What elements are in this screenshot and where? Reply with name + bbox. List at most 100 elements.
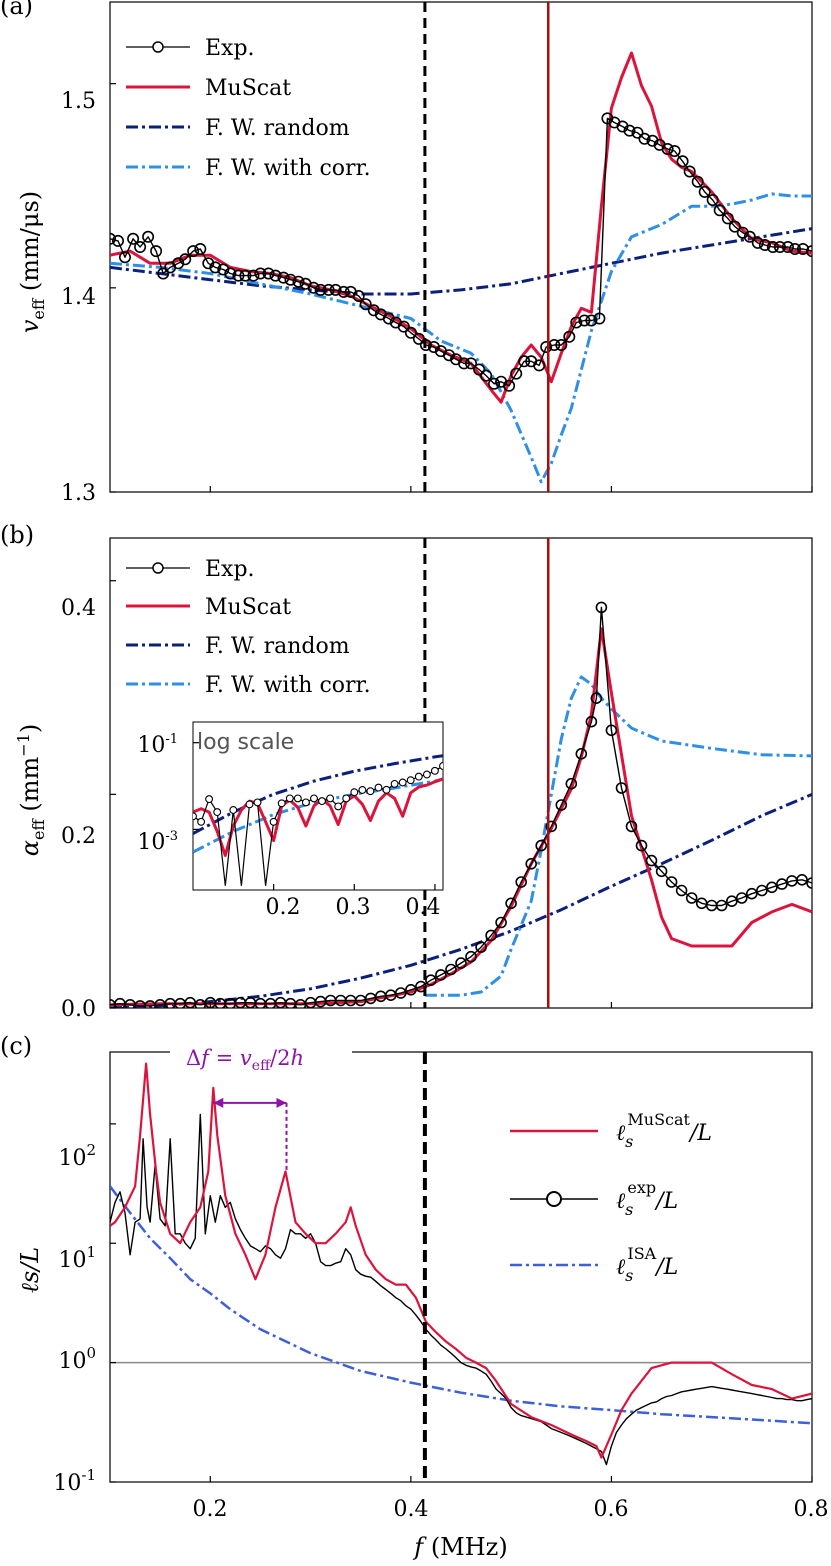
panel-b bbox=[109, 537, 813, 1009]
annotation-bg bbox=[170, 1042, 352, 1072]
legend-c-exp-tail: /L bbox=[654, 1189, 678, 1214]
inset-ytick-2: 10-3 bbox=[137, 829, 178, 855]
inset-frame bbox=[192, 721, 444, 891]
series-exp-point bbox=[277, 271, 290, 284]
series-exp-point bbox=[503, 379, 516, 392]
inset-ytick-2-exp: -3 bbox=[165, 829, 178, 844]
panel-a-ytick-1: 1.3 bbox=[61, 481, 96, 506]
panel-a bbox=[109, 1, 813, 493]
panel-c-series bbox=[110, 1052, 812, 1482]
inset-exp-point bbox=[193, 812, 197, 821]
panel-c-ytick-4: 102 bbox=[58, 1141, 96, 1171]
inset-exp-point bbox=[326, 794, 335, 803]
panel-b-ticks bbox=[110, 580, 813, 1009]
series-f-w-random-line bbox=[110, 227, 812, 296]
inset-exp-point bbox=[318, 797, 326, 806]
annotation-arrow-head-right bbox=[276, 1097, 287, 1108]
inset-xtick-2: 0.3 bbox=[336, 895, 371, 920]
inset-exp-point bbox=[430, 766, 439, 775]
panel-c-ytick-2-base: 10 bbox=[58, 1349, 86, 1374]
panel-c-ytick-3: 101 bbox=[58, 1243, 96, 1273]
series-exp-point bbox=[445, 963, 457, 976]
inset-exp-point bbox=[350, 788, 359, 797]
annotation-part-h: h bbox=[290, 1046, 304, 1070]
series-exp-point bbox=[645, 854, 658, 867]
series-exp-point bbox=[397, 320, 410, 333]
series-exp-point bbox=[394, 987, 407, 999]
inset-exp-point bbox=[414, 772, 423, 781]
inset-ytick-2-base: 10 bbox=[137, 830, 165, 855]
panel-b-ytick-2: 0.2 bbox=[61, 824, 96, 849]
series-exp-point bbox=[405, 983, 417, 996]
series-exp-point bbox=[464, 357, 477, 370]
series-exp-point bbox=[585, 715, 598, 728]
series-exp-point bbox=[635, 839, 648, 852]
series-f-w-with-corr-line bbox=[193, 777, 443, 854]
xtick-3: 0.6 bbox=[594, 1497, 629, 1522]
panel-a-legend: Exp. MuScat F. W. random F. W. with corr… bbox=[126, 36, 371, 181]
inset-ticks bbox=[193, 742, 436, 890]
series-exp-point bbox=[773, 241, 786, 254]
series-exp-point bbox=[623, 124, 636, 137]
panel-a-legend-fw-random: F. W. random bbox=[205, 116, 350, 141]
series-exp-point bbox=[505, 897, 517, 910]
series-exp-point bbox=[555, 338, 568, 351]
inset-title: log scale bbox=[197, 730, 294, 755]
panel-c-ytick-3-exp: 1 bbox=[86, 1243, 96, 1261]
series-exp-point bbox=[262, 267, 275, 280]
series-exp-point bbox=[756, 884, 768, 897]
series-exp-point bbox=[224, 267, 237, 280]
panel-b-ylabel-sup: −1 bbox=[14, 733, 33, 757]
inset-exp-point bbox=[374, 783, 383, 792]
series-exp-point bbox=[758, 239, 771, 252]
series-exp-point bbox=[781, 241, 794, 254]
xtick-4: 0.8 bbox=[794, 1497, 829, 1522]
series-exp-point bbox=[706, 194, 719, 207]
series-exp-point bbox=[713, 204, 726, 217]
panel-c-frame bbox=[109, 1051, 813, 1483]
inset-exp-point bbox=[269, 817, 278, 826]
series-exp-point bbox=[766, 241, 779, 254]
series-exp-point bbox=[209, 261, 222, 274]
series-exp-point bbox=[806, 877, 812, 889]
legend-exp-marker bbox=[152, 41, 164, 53]
annotation-part-v: v bbox=[240, 1046, 252, 1070]
annotation-part-f: f bbox=[199, 1046, 212, 1070]
inset-exp-point bbox=[285, 794, 294, 803]
inset-exp-point bbox=[390, 779, 399, 788]
series-exp-point bbox=[404, 326, 417, 339]
panel-a-legend-exp: Exp. bbox=[205, 36, 255, 61]
series-exp-point bbox=[665, 876, 678, 888]
series-exp-point bbox=[485, 929, 497, 942]
x-axis-label: f (MHz) bbox=[412, 1533, 507, 1561]
series-exp-point bbox=[563, 330, 576, 343]
series-exp-point bbox=[776, 878, 788, 890]
panel-c-ytick-3-base: 10 bbox=[58, 1248, 86, 1273]
legend-c-isa-sup: ISA bbox=[627, 1244, 656, 1263]
series-exp-point bbox=[292, 275, 305, 288]
series-exp-point bbox=[735, 892, 748, 904]
series-exp-point bbox=[578, 314, 591, 327]
panel-a-ylabel: veff (mm/μs) bbox=[16, 191, 48, 333]
series-exp-point bbox=[475, 941, 487, 953]
series-exp-point bbox=[232, 269, 245, 282]
inset-exp-point bbox=[406, 776, 415, 785]
panel-a-ytick-3: 1.5 bbox=[61, 89, 96, 114]
series-exp-point bbox=[668, 145, 681, 158]
series-exp-point bbox=[119, 251, 132, 264]
annotation-part-delta: Δ bbox=[186, 1046, 201, 1070]
series-exp-point bbox=[307, 281, 320, 294]
series-exp-point bbox=[465, 950, 477, 963]
series-exp-point bbox=[751, 236, 764, 249]
series-exp-point bbox=[535, 839, 548, 852]
series-exp-point bbox=[157, 267, 170, 280]
inset-exp-point bbox=[422, 770, 431, 779]
series-exp-point bbox=[239, 269, 252, 282]
panel-c-ytick-2-exp: 0 bbox=[86, 1344, 96, 1362]
panel-c-ytick-1: 10-1 bbox=[53, 1466, 96, 1496]
inset-exp-point bbox=[310, 794, 318, 803]
series-exp-point bbox=[593, 312, 606, 325]
series-exp-point bbox=[314, 283, 327, 296]
inset-exp-point bbox=[358, 786, 367, 794]
